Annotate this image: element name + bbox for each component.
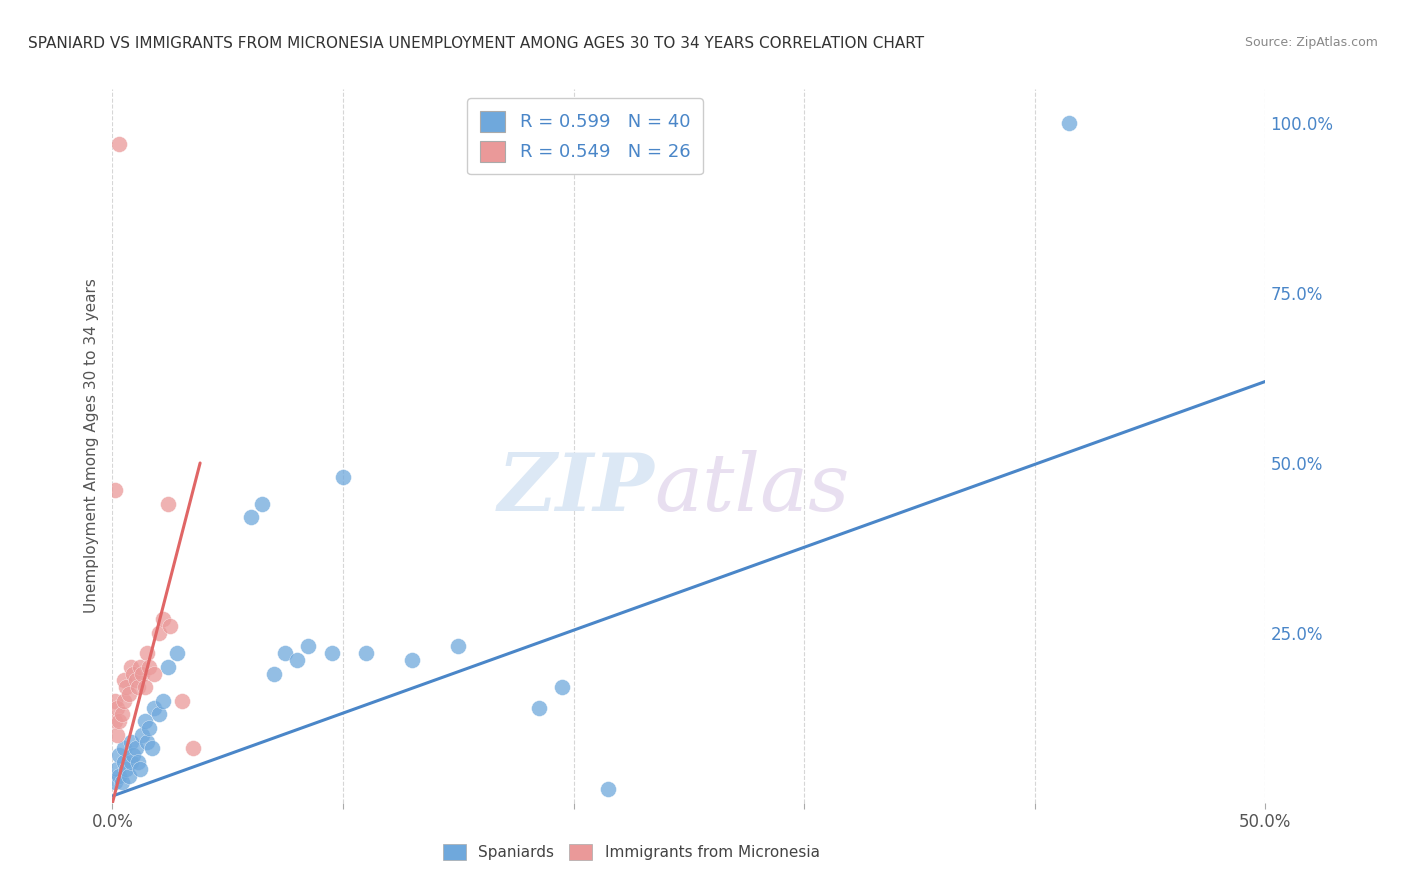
Point	[104, 775, 127, 789]
Point	[124, 741, 146, 756]
Point	[152, 694, 174, 708]
Point	[332, 469, 354, 483]
Point	[134, 714, 156, 729]
Point	[131, 728, 153, 742]
Point	[104, 694, 127, 708]
Point	[129, 762, 152, 776]
Point	[148, 707, 170, 722]
Point	[129, 660, 152, 674]
Text: atlas: atlas	[654, 450, 849, 527]
Point	[148, 626, 170, 640]
Point	[166, 646, 188, 660]
Point	[321, 646, 343, 660]
Point	[263, 666, 285, 681]
Point	[108, 748, 131, 763]
Point	[181, 741, 204, 756]
Point	[111, 707, 134, 722]
Point	[285, 653, 308, 667]
Point	[152, 612, 174, 626]
Point	[143, 700, 166, 714]
Point	[170, 694, 193, 708]
Point	[104, 483, 127, 498]
Point	[124, 673, 146, 688]
Point	[122, 666, 145, 681]
Text: ZIP: ZIP	[498, 450, 654, 527]
Y-axis label: Unemployment Among Ages 30 to 34 years: Unemployment Among Ages 30 to 34 years	[83, 278, 98, 614]
Point	[136, 646, 159, 660]
Point	[108, 769, 131, 783]
Point	[143, 666, 166, 681]
Point	[105, 762, 128, 776]
Point	[141, 741, 163, 756]
Point	[598, 782, 620, 797]
Point	[138, 721, 160, 735]
Point	[112, 673, 135, 688]
Point	[112, 755, 135, 769]
Point	[156, 660, 179, 674]
Text: SPANIARD VS IMMIGRANTS FROM MICRONESIA UNEMPLOYMENT AMONG AGES 30 TO 34 YEARS CO: SPANIARD VS IMMIGRANTS FROM MICRONESIA U…	[28, 36, 924, 51]
Point	[120, 755, 142, 769]
Point	[1059, 116, 1081, 130]
Text: Source: ZipAtlas.com: Source: ZipAtlas.com	[1244, 36, 1378, 49]
Point	[108, 136, 131, 151]
Point	[354, 646, 377, 660]
Legend: Spaniards, Immigrants from Micronesia: Spaniards, Immigrants from Micronesia	[437, 838, 825, 866]
Point	[297, 640, 319, 654]
Point	[117, 687, 139, 701]
Point	[159, 619, 181, 633]
Point	[120, 660, 142, 674]
Point	[111, 775, 134, 789]
Point	[138, 660, 160, 674]
Point	[115, 762, 138, 776]
Point	[105, 728, 128, 742]
Point	[527, 700, 550, 714]
Point	[239, 510, 262, 524]
Point	[112, 741, 135, 756]
Point	[112, 694, 135, 708]
Point	[105, 700, 128, 714]
Point	[447, 640, 470, 654]
Point	[122, 748, 145, 763]
Point	[252, 497, 274, 511]
Point	[401, 653, 423, 667]
Point	[127, 680, 149, 694]
Point	[104, 714, 127, 729]
Point	[156, 497, 179, 511]
Point	[136, 734, 159, 748]
Point	[274, 646, 297, 660]
Point	[120, 734, 142, 748]
Point	[134, 680, 156, 694]
Point	[117, 769, 139, 783]
Point	[551, 680, 574, 694]
Point	[131, 666, 153, 681]
Point	[127, 755, 149, 769]
Point	[115, 680, 138, 694]
Point	[108, 714, 131, 729]
